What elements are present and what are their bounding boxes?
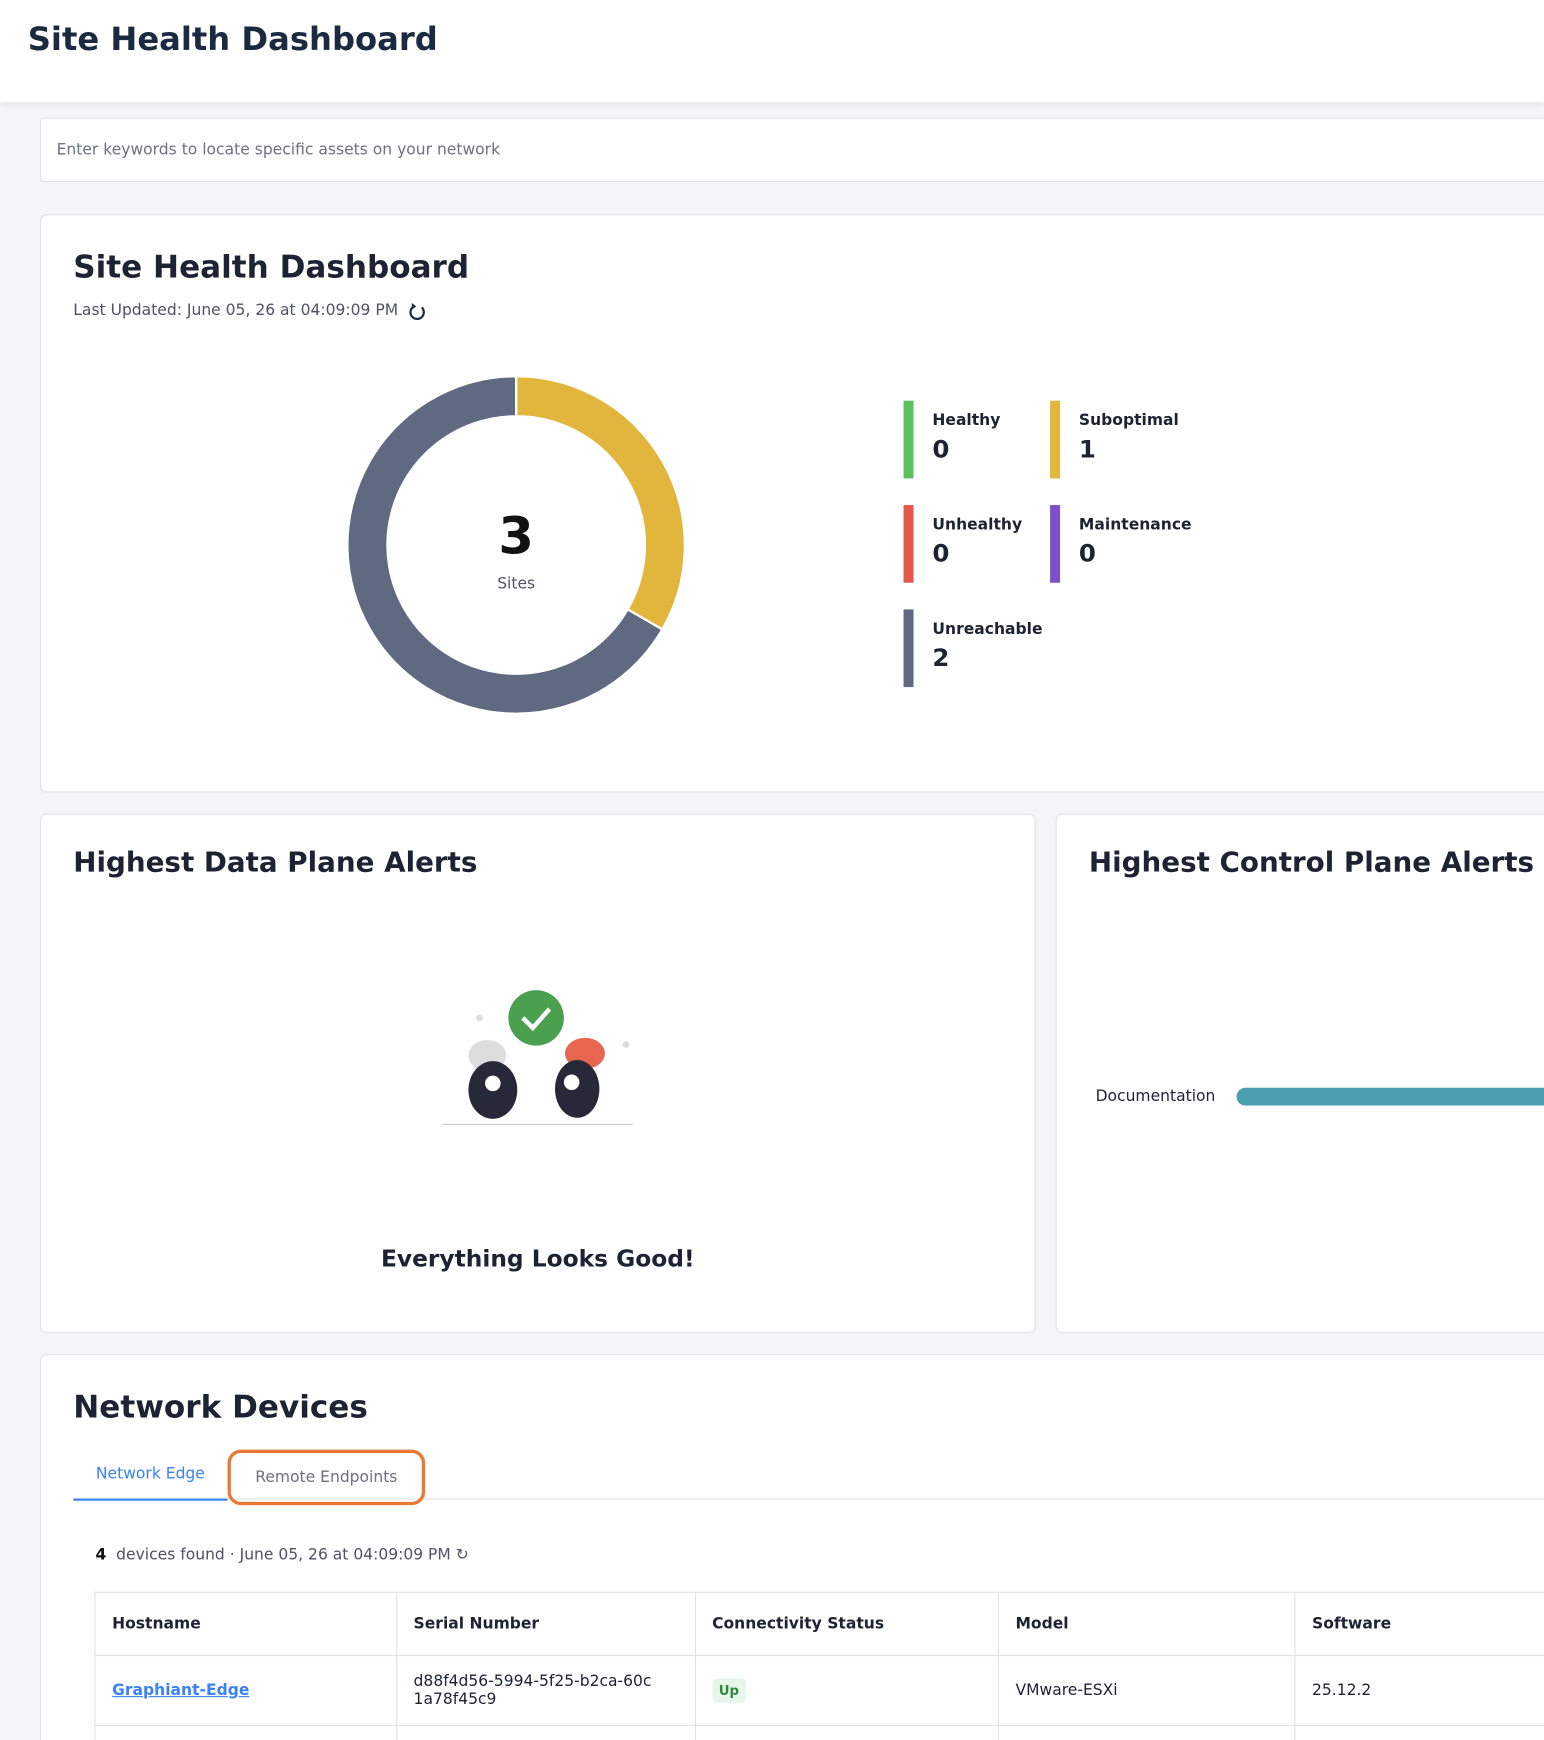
cell: Graphiant-Edge — [94, 1655, 397, 1727]
refresh-icon[interactable] — [407, 302, 427, 322]
donut-label: Sites — [497, 574, 535, 592]
legend-swatch — [903, 609, 914, 688]
devices-table: Hostname Serial Number Connectivity Status… — [94, 1591, 1544, 1740]
donut-chart: 3 Sites — [346, 375, 686, 715]
donut-segment — [515, 375, 686, 631]
legend-value: 0 — [932, 540, 950, 569]
cell: Up — [694, 1655, 999, 1727]
cell-text: d88f4d56-5994-5f25-b2ca-60c1a78f45c9 — [413, 1672, 652, 1709]
timestamp: June 05, 26 at 04:09:09 PM — [239, 1546, 451, 1564]
cell-text: VMware-ESXi — [1015, 1681, 1118, 1700]
site-health-card: Site Health Dashboard Last Updated: June… — [39, 214, 1544, 793]
illustration — [442, 990, 633, 1125]
search-box[interactable]: Enter keywords to locate specific assets… — [39, 117, 1544, 183]
legend-label: Healthy — [932, 411, 1001, 430]
card-title: Network Devices — [73, 1388, 368, 1426]
header-row: Hostname Serial Number Connectivity Status… — [94, 1591, 1544, 1657]
legend-swatch — [903, 400, 914, 479]
legend-label: Unreachable — [932, 620, 1043, 639]
device-summary: 4 devices found · June 05, 26 at 04:09:0… — [95, 1546, 469, 1564]
row — [94, 1724, 1544, 1740]
last-updated: Last Updated: June 05, 26 at 04:09:09 PM — [73, 301, 399, 320]
legend-value: 0 — [932, 436, 950, 464]
control-plane-card: Highest Control Plane Alerts Documentati… — [1055, 813, 1544, 1334]
alert-bar — [1236, 1087, 1544, 1106]
tab-rule — [73, 1498, 1544, 1500]
legend-item: Maintenance 0 — [1050, 505, 1192, 583]
card-title: Site Health Dashboard — [73, 248, 470, 286]
cell-text: 25.12.2 — [1312, 1681, 1372, 1700]
hostname-link[interactable]: Graphiant-Edge — [112, 1681, 250, 1700]
cell: 25.12.2 — [1294, 1655, 1544, 1727]
column-header: Model — [997, 1591, 1296, 1657]
legend-item: Suboptimal 1 — [1050, 400, 1179, 479]
status-badge: Up — [712, 1678, 746, 1703]
card-title: Highest Data Plane Alerts — [73, 845, 478, 879]
card-title: Highest Control Plane Alerts — [1088, 845, 1535, 879]
column-header: Hostname — [94, 1591, 397, 1657]
legend-swatch — [903, 505, 914, 583]
cell: VMware-ESXi — [997, 1655, 1296, 1727]
cell: d88f4d56-5994-5f25-b2ca-60c1a78f45c9 — [395, 1655, 696, 1727]
device-count: 4 — [95, 1546, 107, 1564]
tab[interactable]: Remote Endpoints — [227, 1449, 426, 1506]
tab[interactable]: Network Edge — [73, 1451, 228, 1501]
page-title: Site Health Dashboard — [27, 19, 438, 58]
legend-label: Maintenance — [1078, 516, 1192, 534]
column-header: Software — [1294, 1591, 1544, 1657]
devices-card: Network Devices Network Edge Remote Endp… — [39, 1354, 1544, 1740]
legend-label: Unhealthy — [932, 516, 1023, 534]
legend-label: Suboptimal — [1078, 411, 1179, 430]
legend-swatch — [1050, 400, 1061, 479]
column-header: Connectivity Status — [694, 1591, 999, 1657]
legend-item: Healthy 0 — [903, 400, 1001, 479]
top-bar: Site Health Dashboard — [0, 0, 1544, 103]
legend-item: Unhealthy 0 — [903, 505, 1023, 583]
legend-swatch — [1050, 505, 1061, 583]
donut-total: 3 — [498, 507, 534, 566]
legend-value: 0 — [1078, 540, 1096, 569]
donut-segment — [346, 375, 664, 715]
row: Graphiant-Edge d88f4d56-5994-5f25-b2ca-60… — [94, 1655, 1544, 1727]
legend-item: Unreachable 2 — [903, 609, 1043, 688]
legend-value: 1 — [1078, 436, 1096, 464]
bar-label: Documentation — [1095, 1087, 1216, 1106]
data-plane-card: Highest Data Plane Alerts Everything Loo… — [39, 813, 1036, 1334]
empty-message: Everything Looks Good! — [380, 1245, 695, 1273]
search-placeholder: Enter keywords to locate specific assets… — [56, 140, 501, 159]
column-header: Serial Number — [395, 1591, 696, 1657]
legend-value: 2 — [932, 644, 950, 673]
found-text: devices found — [116, 1546, 225, 1564]
